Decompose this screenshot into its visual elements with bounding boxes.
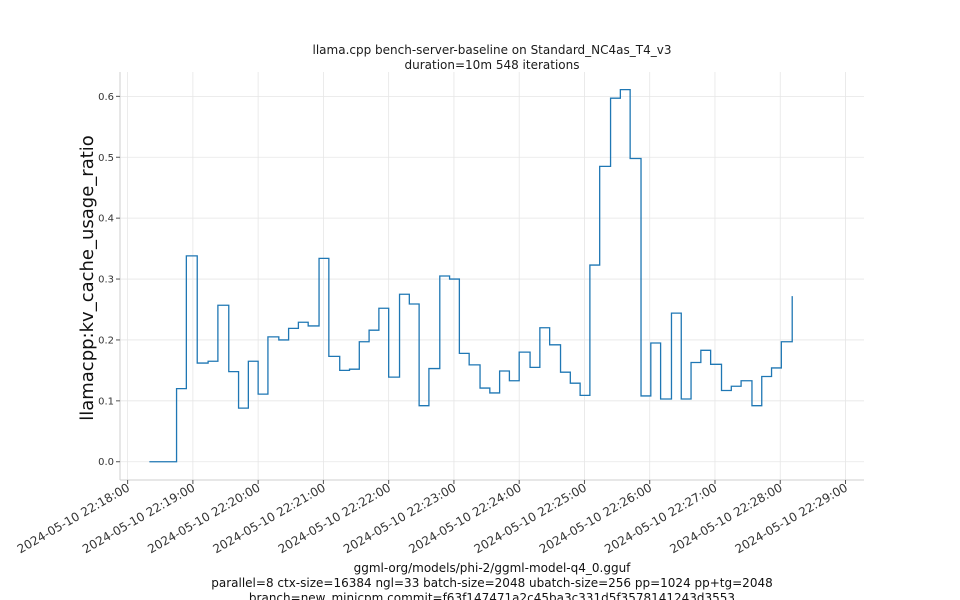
y-tick-label: 0.2 (98, 335, 114, 346)
x-tick-label: 2024-05-10 22:22:00 (276, 480, 393, 556)
axes (119, 72, 864, 481)
y-tick-label: 0.3 (98, 275, 114, 286)
x-tick-label: 2024-05-10 22:21:00 (211, 480, 328, 556)
x-tick-label: 2024-05-10 22:27:00 (602, 480, 719, 556)
y-tick-label: 0.6 (98, 92, 114, 103)
x-tick-label: 2024-05-10 22:28:00 (667, 480, 784, 556)
x-tick-label: 2024-05-10 22:26:00 (537, 480, 654, 556)
grid (120, 72, 864, 480)
chart-title: llama.cpp bench-server-baseline on Stand… (313, 43, 672, 57)
footer-branch: branch=new_minicpm commit=f63f147471a2c4… (249, 591, 735, 600)
y-axis-ticks: 0.0 0.1 0.2 0.3 0.4 0.5 0.6 (98, 92, 120, 468)
footer-params: parallel=8 ctx-size=16384 ngl=33 batch-s… (211, 576, 772, 590)
y-tick-label: 0.0 (98, 457, 114, 468)
y-axis-label: llamacpp:kv_cache_usage_ratio (77, 135, 98, 421)
series-line (149, 89, 793, 463)
x-tick-label: 2024-05-10 22:19:00 (80, 480, 197, 556)
y-tick-label: 0.1 (98, 396, 114, 407)
x-tick-label: 2024-05-10 22:23:00 (341, 480, 458, 556)
x-tick-label: 2024-05-10 22:18:00 (15, 480, 132, 556)
y-tick-label: 0.5 (98, 153, 114, 164)
y-tick-label: 0.4 (98, 214, 114, 225)
footer-model: ggml-org/models/phi-2/ggml-model-q4_0.gg… (354, 561, 632, 575)
x-tick-label: 2024-05-10 22:20:00 (145, 480, 262, 556)
x-tick-label: 2024-05-10 22:29:00 (733, 480, 850, 556)
x-tick-label: 2024-05-10 22:25:00 (472, 480, 589, 556)
series-group (149, 89, 793, 463)
chart-subtitle: duration=10m 548 iterations (405, 58, 580, 72)
x-tick-label: 2024-05-10 22:24:00 (406, 480, 523, 556)
